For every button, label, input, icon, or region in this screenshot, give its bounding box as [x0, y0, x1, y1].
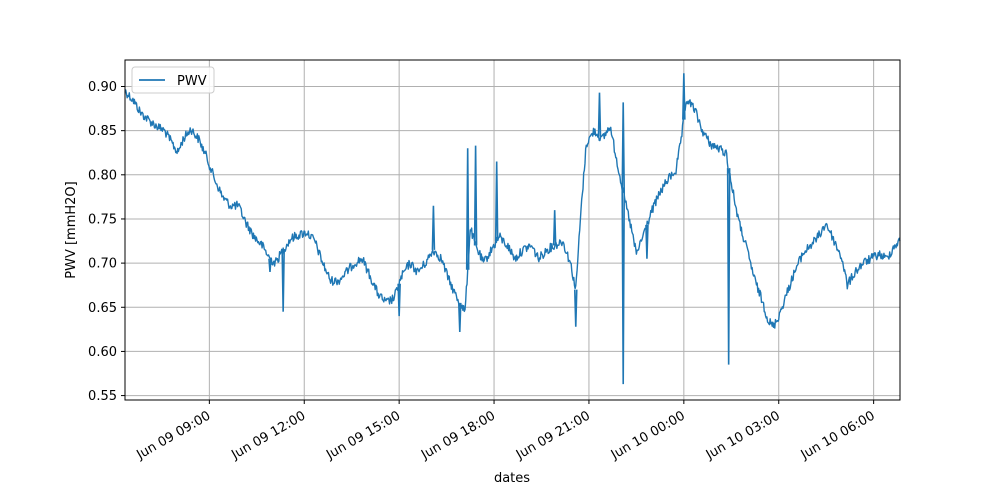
x-tick-label: Jun 09 18:00 — [418, 408, 498, 463]
y-tick-label: 0.55 — [88, 389, 117, 404]
legend-box — [131, 66, 215, 94]
series-spike-pwv — [621, 102, 626, 193]
x-axis-ticks: Jun 09 09:00 Jun 09 12:00 Jun 09 15:00 Jun … — [133, 400, 878, 463]
series-spike-pwv — [573, 289, 578, 327]
series-spike-pwv — [621, 192, 626, 385]
x-tick-label: Jun 09 09:00 — [133, 408, 213, 463]
legend-label-pwv: PWV — [177, 74, 207, 89]
series-spike-pwv — [431, 205, 436, 250]
y-tick-label: 0.85 — [88, 124, 117, 139]
y-axis-ticks: 0.55 0.60 0.65 0.70 0.75 0.80 0.85 0.90 — [88, 80, 125, 404]
series-spike-pwv — [597, 92, 602, 137]
series-spike-pwv — [457, 302, 462, 333]
x-tick-label: Jun 10 06:00 — [798, 408, 878, 463]
y-tick-label: 0.75 — [88, 212, 117, 227]
y-tick-label: 0.60 — [88, 345, 117, 360]
x-tick-label: Jun 09 12:00 — [228, 408, 308, 463]
x-axis-label: dates — [494, 471, 530, 486]
x-tick-label: Jun 09 21:00 — [513, 408, 593, 463]
series-spike-pwv — [473, 145, 478, 246]
series-layer — [124, 73, 901, 385]
plot-frame — [124, 59, 901, 401]
y-axis-label: PWV [mmH2O] — [64, 181, 79, 278]
y-tick-label: 0.80 — [88, 168, 117, 183]
y-tick-label: 0.65 — [88, 301, 117, 316]
series-spike-pwv — [726, 168, 731, 365]
legend: PWV — [131, 66, 215, 94]
series-spike-pwv — [465, 148, 470, 270]
x-tick-label: Jun 10 00:00 — [608, 408, 688, 463]
y-tick-label: 0.90 — [88, 80, 117, 95]
series-spike-pwv — [494, 161, 499, 242]
series-spike-pwv — [397, 283, 401, 317]
series-spike-pwv — [281, 249, 285, 312]
series-spike-pwv — [552, 210, 557, 246]
grid-lines — [125, 60, 900, 400]
series-spike-pwv — [645, 224, 649, 259]
x-tick-label: Jun 09 15:00 — [323, 408, 403, 463]
series-spike-pwv — [268, 258, 272, 273]
series-line-pwv — [124, 89, 901, 329]
series-spike-pwv — [682, 73, 686, 120]
x-tick-label: Jun 10 03:00 — [703, 408, 783, 463]
y-tick-label: 0.70 — [88, 257, 117, 272]
